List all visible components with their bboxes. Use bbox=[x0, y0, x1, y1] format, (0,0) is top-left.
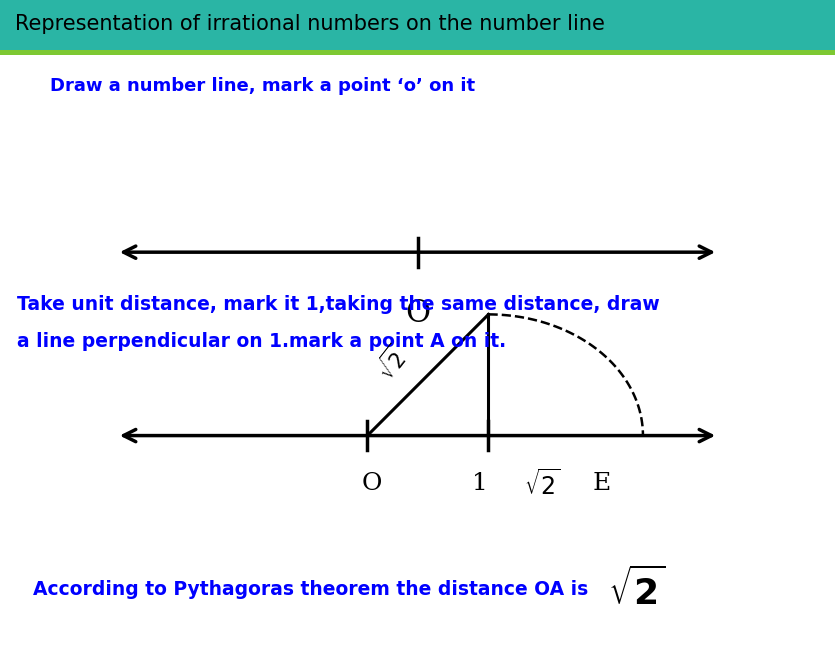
Text: 1: 1 bbox=[473, 472, 488, 495]
Text: a line perpendicular on 1.mark a point A on it.: a line perpendicular on 1.mark a point A… bbox=[17, 332, 506, 352]
Text: $\sqrt{2}$: $\sqrt{2}$ bbox=[524, 470, 561, 500]
Text: Representation of irrational numbers on the number line: Representation of irrational numbers on … bbox=[15, 14, 605, 33]
Text: O: O bbox=[362, 472, 382, 495]
Bar bbox=[0, 0, 835, 55]
Text: Take unit distance, mark it 1,taking the same distance, draw: Take unit distance, mark it 1,taking the… bbox=[17, 295, 660, 314]
Text: According to Pythagoras theorem the distance OA is: According to Pythagoras theorem the dist… bbox=[33, 580, 595, 599]
Text: O: O bbox=[405, 298, 430, 329]
Text: Draw a number line, mark a point ‘o’ on it: Draw a number line, mark a point ‘o’ on … bbox=[50, 77, 475, 96]
Bar bbox=[0, 0, 835, 50]
Text: $\sqrt{2}$: $\sqrt{2}$ bbox=[372, 341, 414, 385]
Text: $\sqrt{\mathbf{2}}$: $\sqrt{\mathbf{2}}$ bbox=[608, 567, 665, 612]
Text: E: E bbox=[592, 472, 610, 495]
